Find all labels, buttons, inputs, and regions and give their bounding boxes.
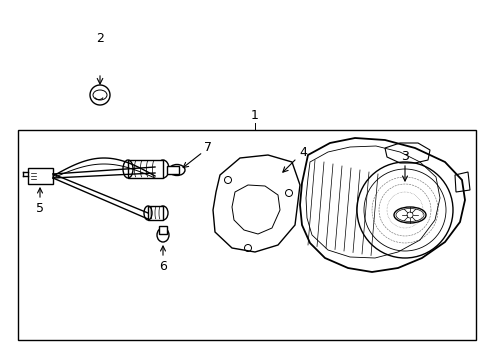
Bar [167, 166, 179, 174]
Bar [128, 160, 163, 178]
Text: 3: 3 [400, 149, 408, 162]
Bar [18, 130, 475, 340]
Text: 6: 6 [159, 260, 166, 273]
Bar [148, 206, 163, 220]
Text: 5: 5 [36, 202, 44, 215]
Bar [28, 168, 53, 184]
Text: 7: 7 [203, 140, 212, 153]
Bar [159, 226, 167, 234]
Text: 2: 2 [96, 32, 104, 45]
Text: 1: 1 [250, 109, 259, 122]
Text: 4: 4 [299, 145, 306, 158]
